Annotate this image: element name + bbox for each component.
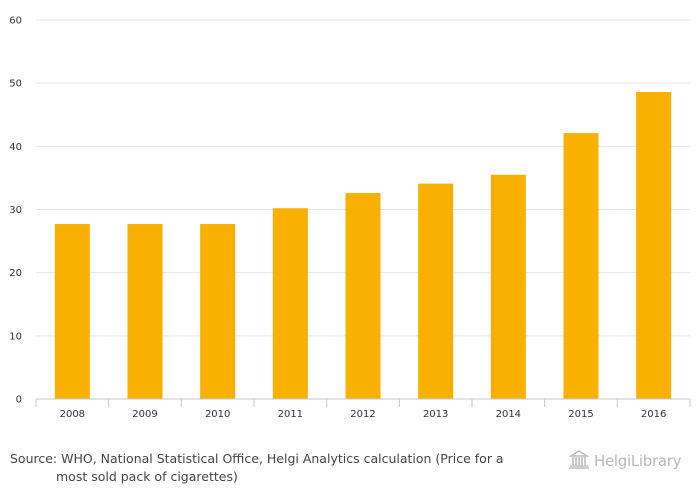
bar-2015 [563, 133, 599, 399]
bar-2016 [636, 92, 672, 399]
x-tick-label-2013: 2013 [423, 409, 448, 420]
y-tick-label-0: 0 [16, 395, 22, 406]
y-axis-ticks: 0 10 20 30 40 50 60 [9, 16, 22, 406]
y-tick-label-5: 50 [9, 79, 22, 90]
brand-logo: HelgiLibrary [568, 449, 682, 473]
bars [54, 92, 672, 399]
x-tick-label-2010: 2010 [205, 409, 230, 420]
library-building-icon [568, 449, 590, 473]
y-tick-label-2: 20 [9, 268, 22, 279]
y-tick-label-1: 10 [9, 331, 22, 342]
brand-name: HelgiLibrary [594, 452, 682, 470]
bar-2010 [200, 224, 236, 399]
bar-2013 [418, 183, 454, 399]
x-tick-label-2009: 2009 [132, 409, 157, 420]
bar-2014 [490, 174, 526, 399]
y-tick-label-6: 60 [9, 16, 22, 27]
source-note: Source: WHO, National Statistical Office… [10, 450, 540, 486]
y-tick-label-4: 40 [9, 142, 22, 153]
x-tick-label-2014: 2014 [496, 409, 521, 420]
source-line-2: most sold pack of cigarettes) [56, 469, 238, 484]
x-tick-label-2008: 2008 [60, 409, 85, 420]
bar-2009 [127, 224, 163, 399]
x-axis-ticks: 2008 2009 2010 2011 2012 2013 2014 2015 2016 [35, 399, 691, 420]
x-tick-label-2011: 2011 [278, 409, 303, 420]
bar-2011 [272, 208, 308, 399]
x-tick-label-2012: 2012 [350, 409, 375, 420]
x-tick-label-2015: 2015 [568, 409, 593, 420]
bar-2008 [54, 224, 90, 399]
x-tick-label-2016: 2016 [641, 409, 666, 420]
bar-2012 [345, 193, 381, 399]
source-line-1: Source: WHO, National Statistical Office… [10, 451, 504, 466]
y-tick-label-3: 30 [9, 205, 22, 216]
